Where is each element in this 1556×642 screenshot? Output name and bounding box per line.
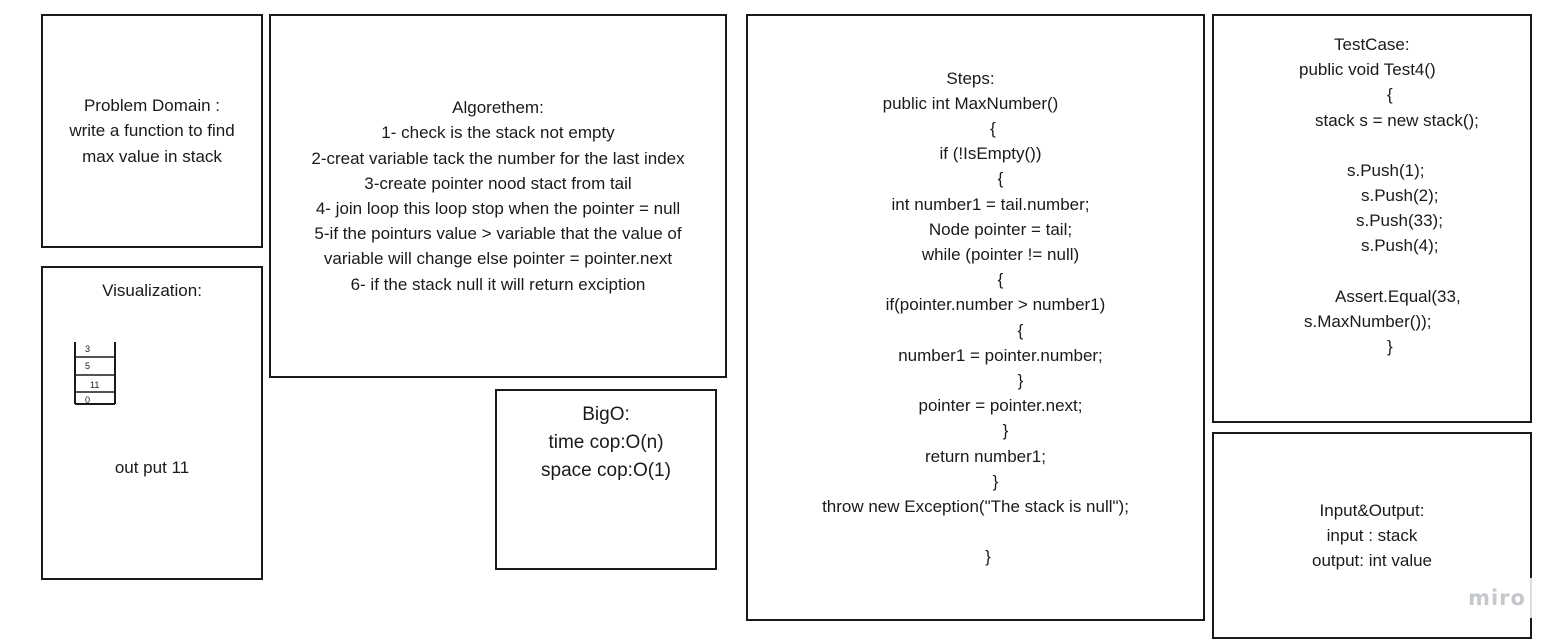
test-code-line: s.MaxNumber()); [1304,311,1432,331]
test-case-title: TestCase: [1334,35,1410,54]
code-line: } [1017,371,1024,390]
code-line: { [1017,320,1024,340]
code-line: { [990,118,996,138]
stack-cell-labels: 3 5 11 0 [73,340,117,406]
algorithm-step: 6- if the stack null it will return exci… [350,274,646,294]
test-code-line: stack s = new stack(); [1315,110,1479,130]
output-line: output: int value [1311,551,1433,571]
code-line: if (!IsEmpty()) [939,144,1042,164]
code-line: return number1; [925,446,1046,466]
input-line: input : stack [1326,525,1418,545]
code-line: throw new Exception("The stack is null")… [822,497,1129,517]
code-line: Node pointer = tail; [928,219,1073,239]
code-line: } [1002,421,1009,441]
problem-domain-line: max value in stack [82,146,222,166]
problem-domain-line: write a function to find [69,121,235,141]
code-line: { [997,270,1004,290]
test-code-line [1214,259,1530,284]
input-output-title: Input&Output: [1319,500,1425,520]
code-line: { [997,169,1004,189]
test-code-line: Assert.Equal(33, [1335,286,1461,306]
algorithm-step: 5-if the pointurs value > variable that … [314,224,682,244]
problem-domain-box[interactable]: Problem Domain : write a function to fin… [41,14,263,248]
test-code-line [1214,133,1530,158]
test-code-line: s.Push(2); [1361,186,1439,206]
miro-watermark-logo: miro [1460,578,1534,618]
code-line: int number1 = tail.number; [891,194,1090,214]
visualization-box[interactable]: Visualization: 3 5 11 0 out put 11 [41,266,263,580]
algorithm-step: variable will change else pointer = poin… [323,249,673,269]
steps-title: Steps: [946,68,995,88]
algorithm-step: 3-create pointer nood stact from tail [364,173,632,193]
steps-box[interactable]: Steps: public int MaxNumber() { if (!IsE… [746,14,1205,621]
code-line: number1 = pointer.number; [898,345,1103,365]
test-code-line: { [1387,85,1393,105]
code-line: if(pointer.number > number1) [885,295,1106,315]
big-o-space: space cop:O(1) [541,460,671,481]
test-code-line: s.Push(1); [1347,160,1425,180]
visualization-output: out put 11 [114,458,190,477]
stack-cell: 11 [90,380,100,390]
algorithm-step: 4- join loop this loop stop when the poi… [315,199,681,218]
stack-drawing [74,342,116,405]
algorithm-step: 2-creat variable tack the number for the… [311,148,685,168]
test-code-line: public void Test4() [1299,60,1436,80]
big-o-title: BigO: [582,404,630,425]
code-line: public int MaxNumber() [882,93,1059,113]
algorithm-box[interactable]: Algorethem: 1- check is the stack not em… [269,14,727,378]
code-line: } [985,547,991,567]
visualization-title: Visualization: [102,281,202,300]
algorithm-step: 1- check is the stack not empty [381,123,615,143]
test-case-box[interactable]: TestCase: public void Test4() { stack s … [1212,14,1532,423]
test-code-line: s.Push(33); [1356,211,1443,231]
test-code-line: s.Push(4); [1361,236,1439,256]
code-line: pointer = pointer.next; [918,396,1083,416]
code-line: while (pointer != null) [921,244,1080,264]
code-line: } [992,471,999,491]
algorithm-title: Algorethem: [452,98,544,118]
big-o-time: time cop:O(n) [548,432,664,453]
stack-cell: 5 [85,361,91,371]
stack-cell: 3 [85,344,91,354]
problem-domain-title: Problem Domain : [83,96,221,116]
stack-cell: 0 [85,395,91,405]
test-code-line: } [1387,337,1393,357]
big-o-box[interactable]: BigO: time cop:O(n) space cop:O(1) [495,389,717,570]
